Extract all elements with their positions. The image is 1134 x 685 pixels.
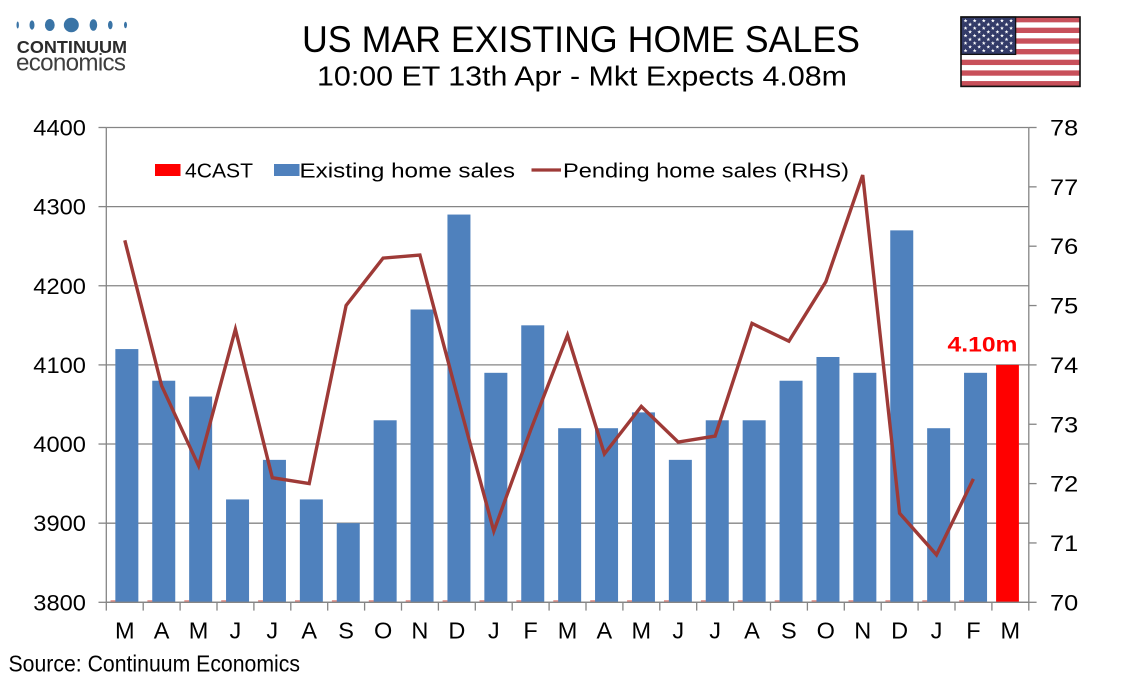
svg-text:J: J: [230, 618, 242, 644]
svg-text:M: M: [115, 618, 135, 644]
svg-text:71: 71: [1050, 531, 1078, 556]
svg-text:J: J: [931, 618, 943, 644]
svg-text:economics: economics: [16, 49, 126, 76]
svg-text:4200: 4200: [33, 274, 86, 299]
svg-text:73: 73: [1050, 412, 1078, 437]
svg-text:4400: 4400: [33, 116, 86, 141]
svg-text:J: J: [488, 618, 500, 644]
svg-text:M: M: [558, 618, 578, 644]
svg-text:M: M: [189, 618, 209, 644]
svg-text:4100: 4100: [33, 353, 86, 378]
svg-text:Pending home sales (RHS): Pending home sales (RHS): [563, 159, 849, 182]
svg-text:77: 77: [1050, 175, 1078, 200]
svg-text:76: 76: [1050, 234, 1078, 259]
svg-text:A: A: [597, 618, 613, 644]
svg-text:10:00 ET 13th Apr - Mkt Expect: 10:00 ET 13th Apr - Mkt Expects 4.08m: [317, 61, 847, 92]
svg-text:S: S: [338, 618, 354, 644]
svg-text:4000: 4000: [33, 432, 86, 457]
svg-text:70: 70: [1050, 590, 1078, 615]
svg-text:Existing home sales: Existing home sales: [300, 159, 516, 182]
svg-text:D: D: [448, 618, 465, 644]
svg-text:74: 74: [1050, 353, 1078, 378]
svg-text:N: N: [854, 618, 871, 644]
svg-text:3900: 3900: [33, 511, 86, 536]
svg-text:N: N: [411, 618, 428, 644]
svg-text:M: M: [1001, 618, 1021, 644]
svg-text:J: J: [709, 618, 721, 644]
svg-text:J: J: [672, 618, 684, 644]
svg-text:4CAST: 4CAST: [185, 159, 253, 182]
svg-text:3800: 3800: [33, 590, 86, 615]
svg-text:A: A: [301, 618, 317, 644]
svg-text:CONTINUUM: CONTINUUM: [17, 37, 127, 57]
svg-text:M: M: [632, 618, 652, 644]
svg-text:Source: Continuum Economics: Source: Continuum Economics: [9, 651, 301, 677]
svg-text:4.10m: 4.10m: [948, 333, 1018, 357]
svg-text:F: F: [966, 618, 980, 644]
svg-text:US MAR EXISTING HOME SALES: US MAR EXISTING HOME SALES: [302, 19, 860, 60]
svg-text:75: 75: [1050, 294, 1078, 319]
svg-text:O: O: [817, 618, 835, 644]
svg-text:F: F: [523, 618, 537, 644]
svg-text:4300: 4300: [33, 195, 86, 220]
svg-text:O: O: [374, 618, 392, 644]
svg-text:78: 78: [1050, 116, 1078, 141]
svg-text:72: 72: [1050, 472, 1078, 497]
svg-text:A: A: [154, 618, 170, 644]
svg-text:A: A: [744, 618, 760, 644]
svg-text:J: J: [266, 618, 278, 644]
svg-text:D: D: [891, 618, 908, 644]
svg-text:S: S: [781, 618, 797, 644]
